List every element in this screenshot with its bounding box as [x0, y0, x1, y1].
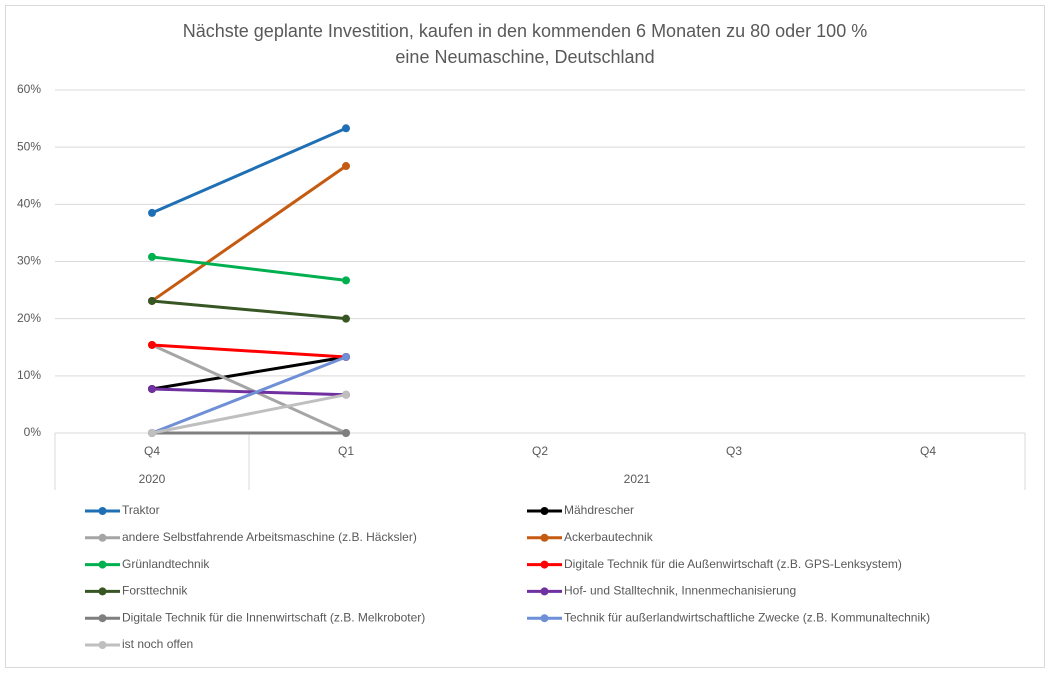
legend-marker [540, 614, 549, 623]
y-tick-label: 50% [17, 139, 41, 153]
series-line [151, 355, 347, 391]
legend-marker [98, 507, 107, 515]
legend-marker [98, 641, 107, 649]
series-line [151, 343, 347, 435]
legend-label: ist noch offen [122, 637, 193, 651]
series-line [151, 393, 347, 435]
point [342, 124, 350, 133]
series-line [151, 387, 347, 397]
series-line [151, 299, 347, 321]
series-line [151, 355, 347, 435]
legend-label: Grünlandtechnik [122, 557, 210, 571]
x-tick-label: Q1 [338, 444, 354, 458]
legend-label: Hof- und Stalltechnik, Innenmechanisieru… [564, 584, 796, 598]
legend-marker [98, 533, 107, 542]
point [148, 296, 156, 305]
chart-title: Nächste geplante Investition, kaufen in … [183, 21, 867, 41]
point [342, 352, 350, 361]
x-tick-label: Q3 [726, 444, 742, 458]
point [342, 390, 350, 399]
point [342, 276, 350, 285]
y-tick-label: 30% [17, 254, 41, 268]
legend-label: Forsttechnik [122, 584, 188, 598]
chart-border [5, 5, 1045, 668]
legend-label: Mähdrescher [564, 503, 634, 517]
legend-label: Ackerbautechnik [564, 530, 654, 544]
legend-marker [540, 587, 549, 596]
legend-marker [98, 587, 107, 596]
y-tick-label: 0% [24, 425, 42, 439]
point [342, 162, 350, 171]
y-tick-label: 60% [17, 82, 41, 96]
y-tick-label: 20% [17, 311, 41, 325]
x-tick-label: Q4 [920, 444, 936, 458]
legend-label: andere Selbstfahrende Arbeitsmaschine (z… [122, 530, 417, 544]
legend-label: Digitale Technik für die Außenwirtschaft… [564, 557, 902, 571]
legend-marker [98, 614, 107, 623]
legend-marker [98, 560, 107, 569]
y-tick-label: 10% [17, 368, 41, 382]
legend-label: Technik für außerlandwirtschaftliche Zwe… [564, 610, 930, 624]
legend-label: Traktor [122, 503, 160, 517]
point [148, 429, 156, 437]
series-line [151, 343, 347, 359]
group-label: 2021 [624, 472, 651, 486]
point [148, 252, 156, 261]
chart-title: eine Neumaschine, Deutschland [395, 47, 654, 67]
legend-marker [540, 560, 549, 569]
group-label: 2020 [139, 472, 166, 486]
point [342, 429, 350, 437]
point [342, 314, 350, 323]
series-line [151, 255, 347, 282]
legend-label: Digitale Technik für die Innenwirtschaft… [122, 610, 425, 624]
legend-marker [540, 507, 549, 515]
series-line [151, 126, 347, 215]
x-tick-label: Q2 [532, 444, 548, 458]
x-tick-label: Q4 [144, 444, 160, 458]
y-tick-label: 40% [17, 197, 41, 211]
point [148, 340, 156, 349]
legend-marker [540, 533, 549, 542]
point [148, 208, 156, 217]
point [148, 384, 156, 393]
series-line [151, 164, 347, 303]
